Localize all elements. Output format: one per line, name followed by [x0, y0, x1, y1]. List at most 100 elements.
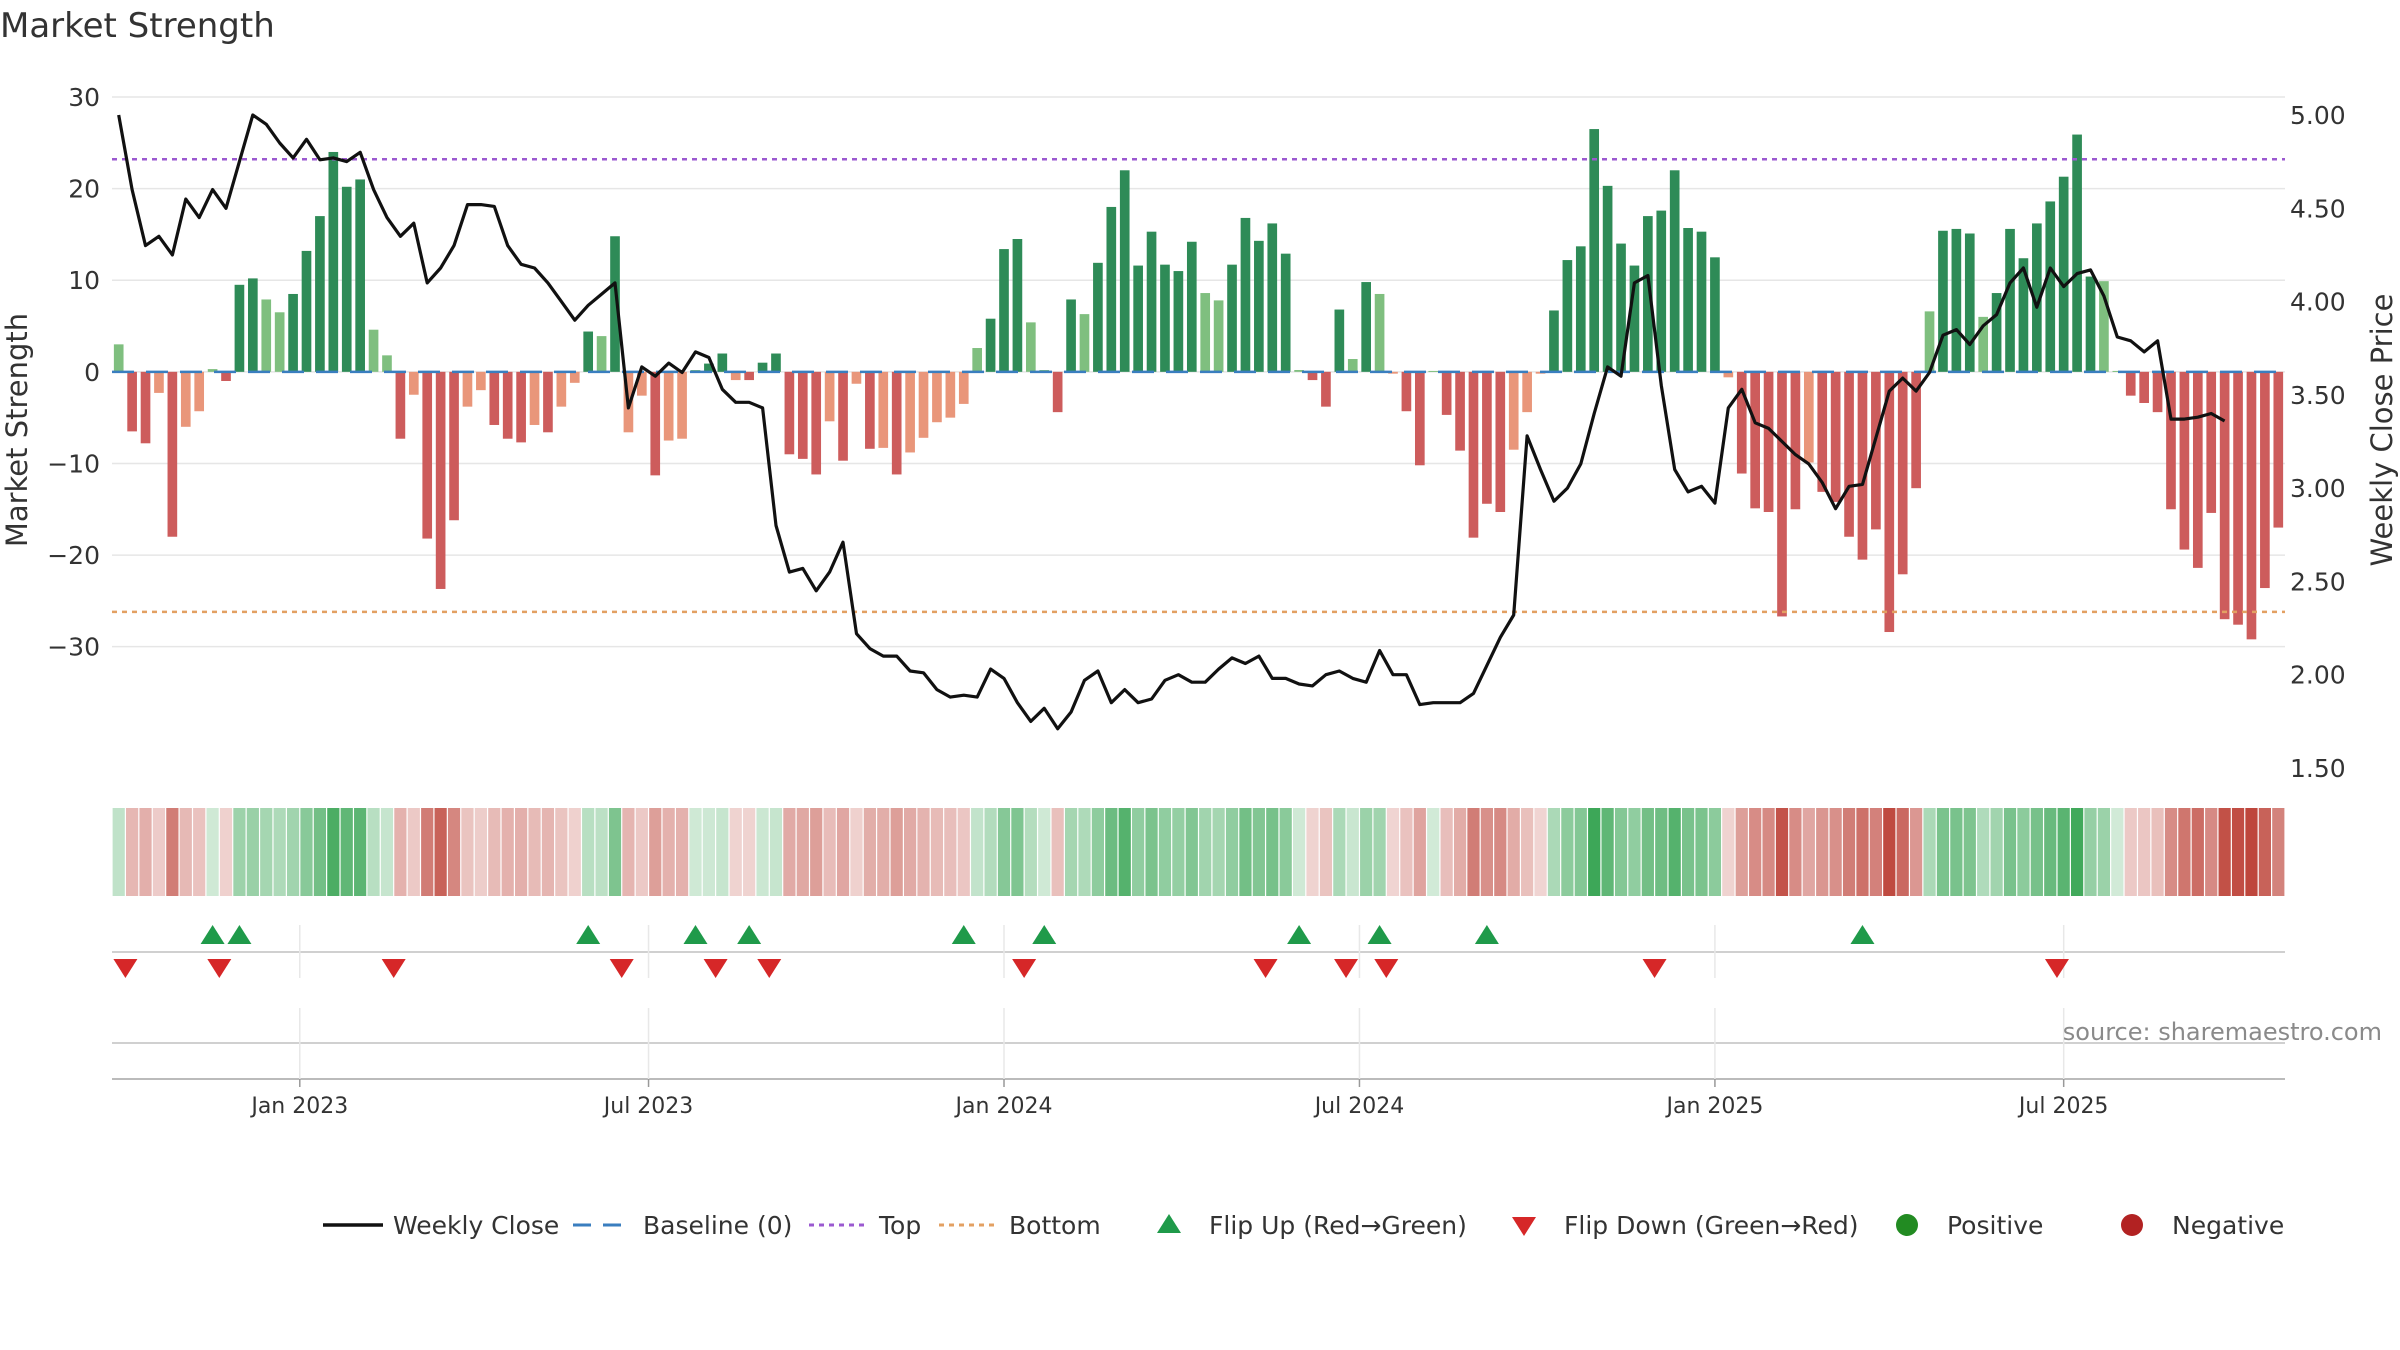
strip-cell — [582, 808, 595, 896]
x-tick-label: Jan 2025 — [1664, 1094, 1763, 1119]
x-tick-label: Jan 2024 — [954, 1094, 1053, 1119]
strength-bar — [1643, 216, 1653, 372]
strength-bar — [2139, 371, 2149, 403]
strength-bar — [1052, 371, 1063, 413]
strength-bar — [1763, 371, 1774, 513]
strip-cell — [1279, 808, 1292, 896]
strip-cell — [461, 808, 474, 896]
flip-down-marker — [113, 959, 138, 978]
y-tick-left: 20 — [68, 175, 100, 204]
strip-cell — [1950, 808, 1963, 896]
strength-bar — [2112, 370, 2123, 372]
strength-bar — [2045, 201, 2056, 372]
strength-bar — [1347, 359, 1358, 372]
strip-cell — [836, 808, 850, 896]
strip-cell — [1132, 808, 1145, 896]
strip-cell — [1762, 808, 1775, 896]
strength-bar — [1857, 371, 1868, 560]
strength-bar — [663, 371, 674, 441]
strength-bar — [1696, 231, 1707, 372]
flip-down-marker — [1334, 959, 1359, 978]
strip-cell — [823, 808, 836, 896]
strength-bar — [637, 371, 647, 396]
strip-cell — [1145, 808, 1158, 896]
strength-bar — [234, 284, 245, 372]
strip-cell — [1105, 808, 1118, 896]
strength-bar — [194, 371, 205, 412]
strength-bar — [476, 371, 486, 391]
strip-cell — [1829, 808, 1842, 896]
strength-bar — [395, 371, 406, 439]
flip-down-marker — [757, 959, 782, 978]
strength-bar — [1146, 231, 1157, 372]
flip-down-marker — [1374, 959, 1399, 978]
strip-cell — [1816, 808, 1829, 896]
strength-bar — [2058, 176, 2069, 372]
strip-cell — [555, 808, 568, 896]
strip-cell — [2164, 808, 2178, 896]
strip-cell — [1588, 808, 1601, 896]
strength-heat-strip — [112, 808, 2285, 896]
strength-bar — [1522, 371, 1532, 413]
strength-bar — [999, 249, 1009, 372]
strip-cell — [904, 808, 917, 896]
strip-cell — [139, 808, 152, 896]
strength-bar — [489, 371, 500, 425]
strength-bar — [1482, 371, 1492, 504]
strip-cell — [1936, 808, 1950, 896]
strength-bar — [1321, 371, 1331, 407]
strength-bar — [556, 371, 567, 407]
strength-bar — [1562, 260, 1573, 372]
strip-cell — [2003, 808, 2017, 896]
strength-bar — [1173, 271, 1184, 372]
strip-cell — [1467, 808, 1480, 896]
strength-bar — [610, 236, 620, 372]
strip-cell — [1668, 808, 1681, 896]
strength-bar — [2273, 371, 2284, 528]
strip-cell — [447, 808, 461, 896]
flip-up-marker — [737, 925, 762, 944]
strip-cell — [1802, 808, 1815, 896]
flip-down-marker — [1253, 959, 1278, 978]
strength-bar — [2166, 371, 2176, 510]
strength-bar — [1026, 322, 1036, 372]
legend-item — [1512, 1217, 1536, 1236]
strength-bar — [1683, 228, 1693, 372]
strip-cell — [2205, 808, 2218, 896]
legend-label: Positive — [1947, 1211, 2043, 1240]
strip-cell — [1789, 808, 1802, 896]
strip-cell — [1990, 808, 2003, 896]
strength-bar — [811, 371, 822, 475]
strength-bar — [1361, 282, 1371, 372]
strip-cell — [1655, 808, 1668, 896]
strip-cell — [1158, 808, 1172, 896]
strength-bar — [2152, 371, 2163, 413]
strength-bar — [1897, 371, 1908, 575]
strip-cell — [1641, 808, 1654, 896]
strip-cell — [1614, 808, 1628, 896]
strip-cell — [2070, 808, 2084, 896]
y-tick-right: 4.00 — [2290, 288, 2346, 317]
strip-cell — [2231, 808, 2245, 896]
strip-cell — [984, 808, 997, 896]
strip-cell — [528, 808, 541, 896]
legend-label: Weekly Close — [393, 1211, 559, 1240]
strength-bar — [2206, 371, 2217, 513]
strength-bar — [650, 371, 661, 476]
strip-cell — [541, 808, 555, 896]
strip-cell — [796, 808, 809, 896]
strip-cell — [1923, 808, 1936, 896]
flip-up-marker — [1287, 925, 1312, 944]
strip-cell — [1078, 808, 1091, 896]
flip-up-marker — [1367, 925, 1392, 944]
strip-cell — [1239, 808, 1252, 896]
strength-bar — [180, 371, 191, 427]
x-tick-label: Jan 2023 — [249, 1094, 348, 1119]
flip-down-markers — [113, 959, 2069, 978]
strength-bar — [945, 371, 956, 418]
strip-cell — [179, 808, 192, 896]
strength-bar — [1871, 371, 1881, 530]
strength-bar — [422, 371, 433, 539]
strength-bar — [2085, 276, 2096, 372]
